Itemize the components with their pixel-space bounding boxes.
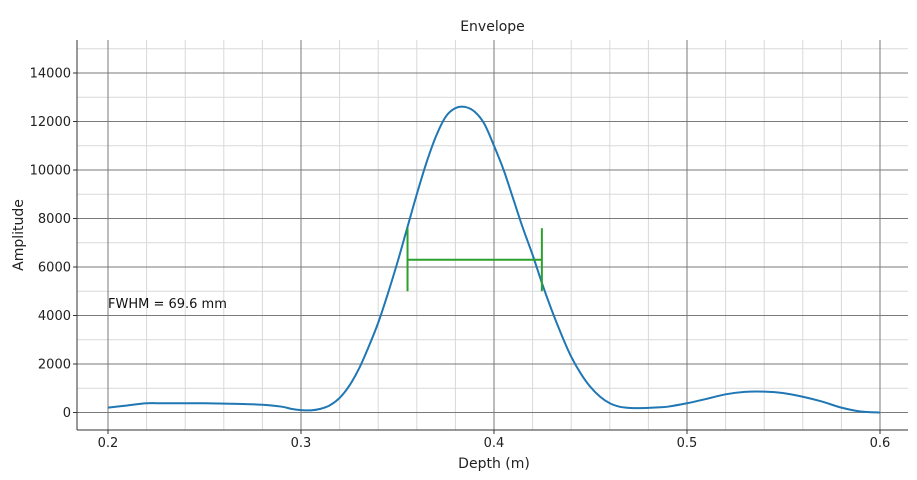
x-tick-label: 0.5 (677, 436, 698, 451)
y-tick-label: 8000 (38, 212, 71, 227)
y-tick-label: 0 (63, 406, 71, 421)
chart-title: Envelope (460, 19, 525, 35)
major-gridlines (77, 40, 908, 430)
x-tick-label: 0.3 (291, 436, 312, 451)
y-axis-title: Amplitude (11, 199, 27, 271)
series-layer (107, 105, 881, 414)
fwhm-annotation: FWHM = 69.6 mm (108, 297, 227, 312)
y-tick-label: 2000 (38, 358, 71, 373)
y-tick-label: 12000 (30, 115, 71, 130)
y-tick-label: 10000 (30, 164, 71, 179)
minor-gridlines (77, 40, 908, 430)
y-tick-label: 14000 (30, 67, 71, 82)
axes (76, 40, 908, 431)
x-tick-label: 0.6 (870, 436, 891, 451)
y-tick-label: 6000 (38, 261, 71, 276)
y-tick-label: 4000 (38, 309, 71, 324)
x-tick-labels: 0.2 0.3 0.4 0.5 0.6 (98, 430, 891, 451)
fwhm-marker (406, 228, 543, 292)
x-tick-label: 0.4 (484, 436, 505, 451)
x-tick-label: 0.2 (98, 436, 119, 451)
envelope-line (107, 105, 881, 414)
y-tick-labels: 0 2000 4000 6000 8000 10000 12000 14000 (30, 67, 77, 421)
x-axis-title: Depth (m) (458, 456, 530, 472)
